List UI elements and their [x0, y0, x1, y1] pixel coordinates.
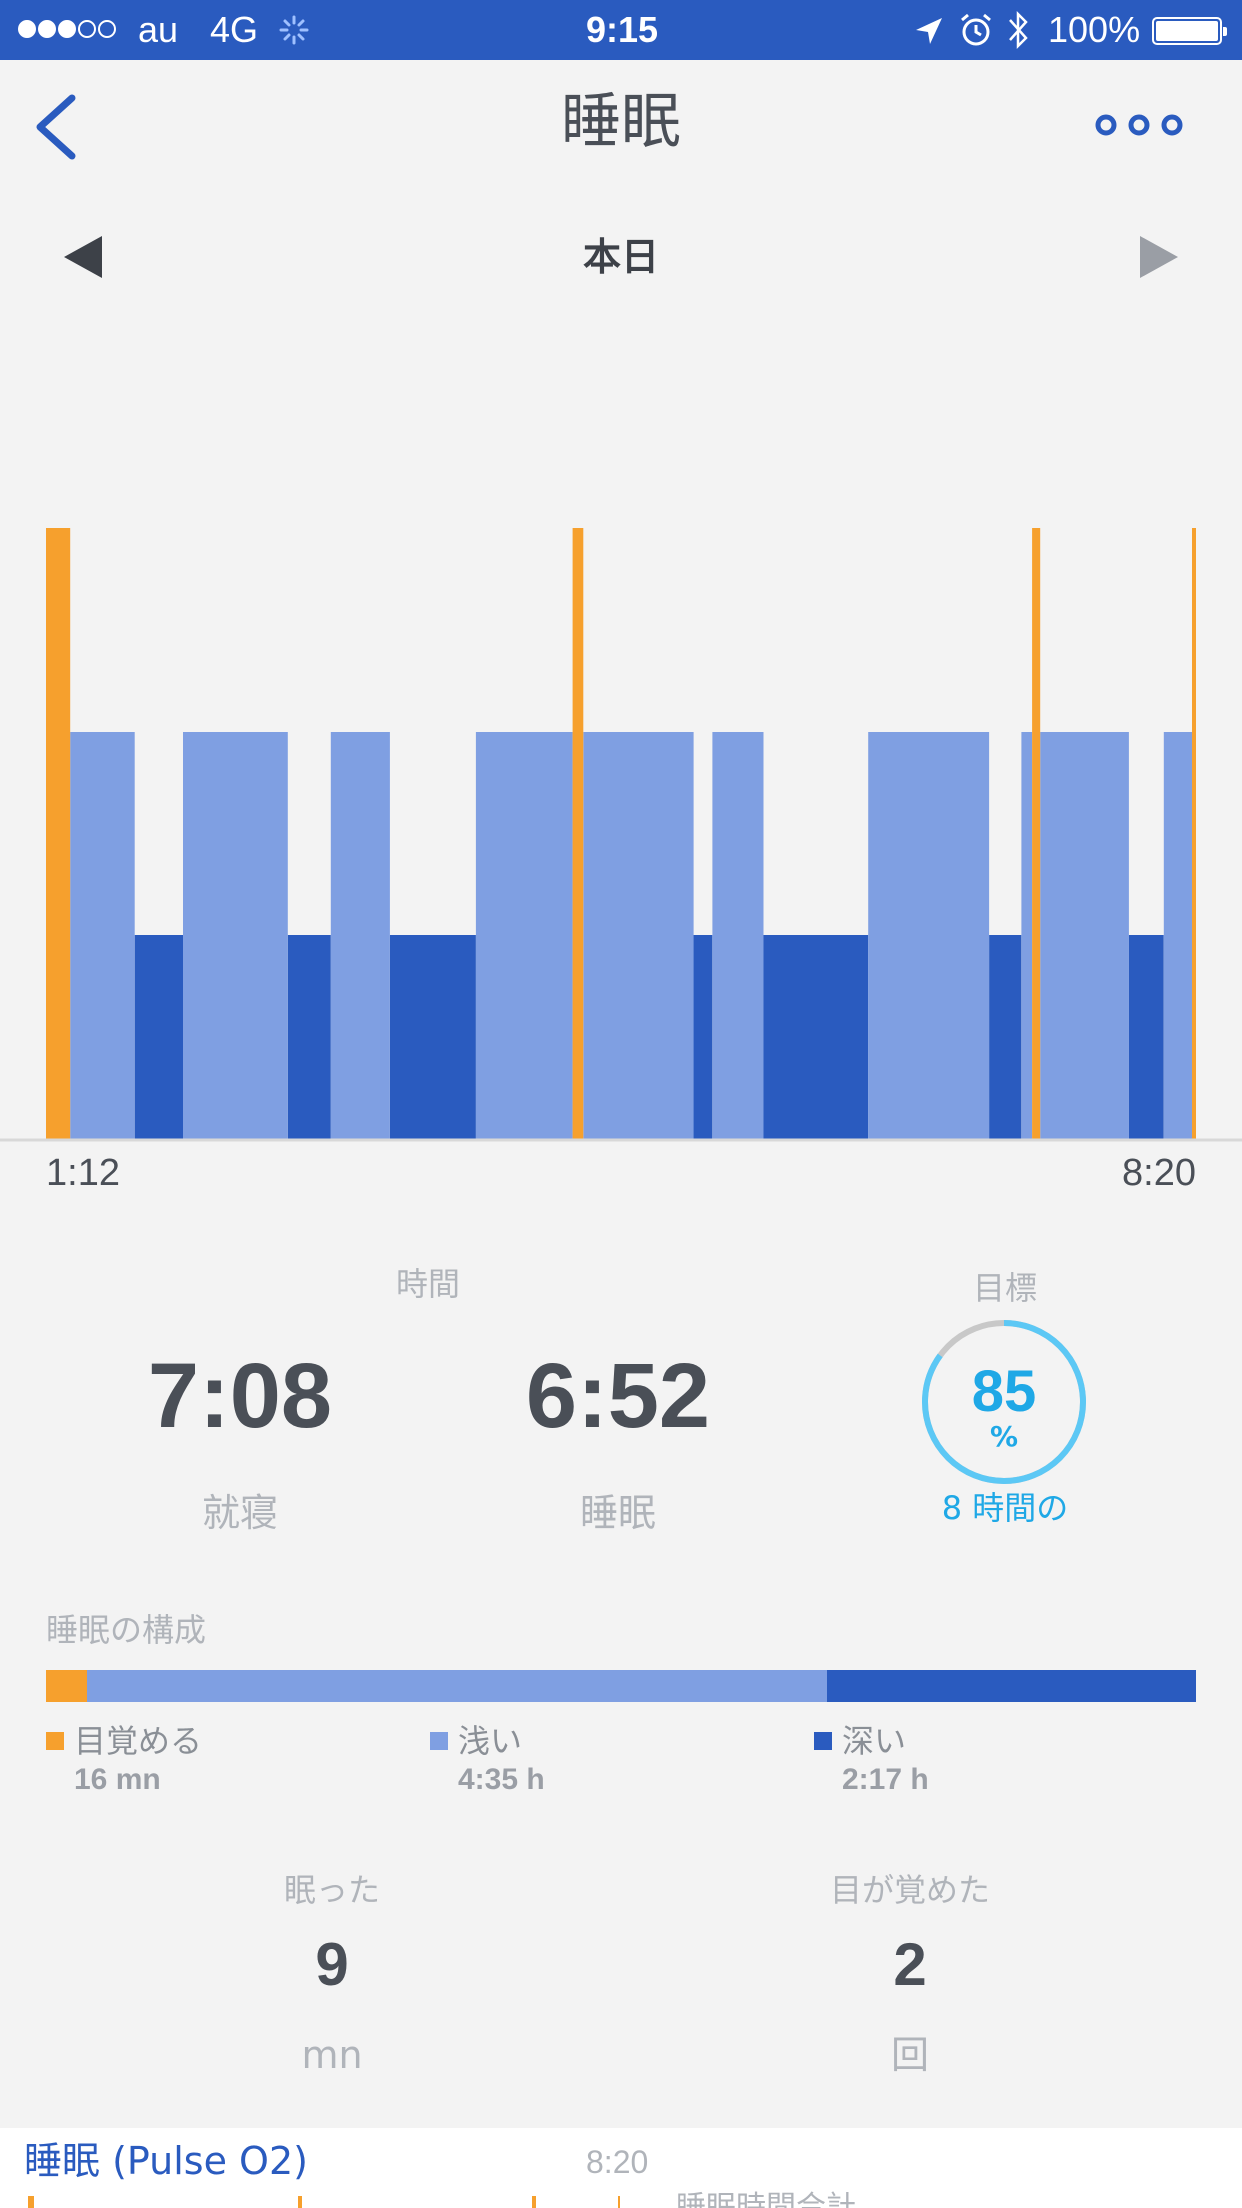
prev-day-triangle-icon[interactable] [62, 234, 104, 280]
sleep-segment-light [868, 732, 990, 1140]
card-mini-awake-mark [298, 2196, 302, 2208]
signal-dot [18, 20, 36, 38]
sleep-segment-deep [287, 935, 331, 1140]
sleep-segment-deep [989, 935, 1022, 1140]
goal-progress-ring [922, 1320, 1086, 1484]
card-mini-awake-mark [28, 2196, 34, 2208]
location-arrow-icon [916, 18, 942, 44]
goal-percent-unit: % [989, 1420, 1019, 1453]
legend-deep-value: 2:17 h [842, 1763, 929, 1796]
sleep-segment-light [183, 732, 288, 1140]
sleep-segment-light [712, 732, 764, 1140]
sleep-segment-awake [1032, 528, 1041, 1140]
card-time: 8:20 [586, 2144, 649, 2180]
battery-icon [1152, 17, 1227, 45]
back-chevron-icon[interactable] [30, 92, 80, 162]
status-time: 9:15 [586, 9, 659, 50]
battery-percent: 100% [1048, 9, 1141, 50]
legend-light-value: 4:35 h [458, 1763, 545, 1796]
sleep-segment-deep [134, 935, 184, 1140]
legend-deep-name: 深い [842, 1722, 907, 1760]
pulse-o2-sleep-card[interactable]: 睡眠 (Pulse O2) 8:20 睡眠時間合計 [0, 2128, 1242, 2208]
sleep-segment-light [475, 732, 573, 1140]
alarm-icon [961, 13, 991, 46]
legend-awake-swatch [46, 1732, 64, 1750]
sleep-value: 6:52 [525, 1345, 711, 1447]
signal-dot [38, 20, 56, 38]
composition-title: 睡眠の構成 [46, 1611, 207, 1649]
goal-heading: 目標 [972, 1269, 1037, 1307]
signal-dot [78, 20, 96, 38]
composition-deep-segment [826, 1670, 1196, 1702]
sleep-segment-awake [572, 528, 584, 1140]
sleep-segment-light [1163, 732, 1194, 1140]
sleep-segment-light [1021, 732, 1033, 1140]
legend-awake-value: 16 mn [74, 1763, 161, 1796]
fell-asleep-unit: mn [301, 2033, 363, 2077]
card-mini-awake-mark [532, 2196, 536, 2208]
sleep-label: 睡眠 [579, 1491, 656, 1535]
legend-deep-swatch [814, 1732, 832, 1750]
bluetooth-icon [1009, 10, 1028, 50]
composition-light-segment [87, 1670, 827, 1702]
chart-start-tick: 1:12 [46, 1152, 120, 1194]
goal-percent-value: 85 [971, 1359, 1037, 1424]
card-title: 睡眠 (Pulse O2) [24, 2139, 308, 2183]
chart-end-tick: 8:20 [1122, 1152, 1196, 1194]
fell-asleep-value: 9 [315, 1931, 349, 1998]
legend-light-swatch [430, 1732, 448, 1750]
sleep-segment-deep [1128, 935, 1164, 1140]
woke-up-label: 目が覚めた [829, 1871, 990, 1909]
woke-up-value: 2 [893, 1931, 927, 1998]
carrier-label: au [138, 9, 179, 50]
card-total-sleep-label: 睡眠時間合計 [676, 2190, 856, 2208]
bedtime-value: 7:08 [147, 1345, 333, 1447]
time-heading: 時間 [395, 1265, 460, 1303]
activity-spinner-icon [279, 15, 309, 45]
card-mini-awake-mark [618, 2196, 620, 2208]
sleep-hypnogram-chart [0, 528, 1242, 1142]
sleep-segment-deep [389, 935, 476, 1140]
sleep-segment-light [583, 732, 694, 1140]
sleep-segment-light [70, 732, 135, 1140]
sleep-segment-light [1040, 732, 1129, 1140]
page-title: 睡眠 [561, 87, 681, 157]
signal-dot [98, 20, 116, 38]
woke-up-unit: 回 [890, 2033, 929, 2077]
signal-dot [58, 20, 76, 38]
bedtime-label: 就寝 [201, 1491, 278, 1535]
sleep-segment-awake [1192, 528, 1196, 1140]
date-label: 本日 [582, 235, 659, 279]
legend-awake-name: 目覚める [74, 1722, 203, 1760]
more-dots-icon[interactable] [1094, 110, 1184, 140]
fell-asleep-label: 眠った [283, 1871, 380, 1909]
sleep-segment-deep [763, 935, 869, 1140]
network-label: 4G [210, 9, 259, 50]
sleep-segment-awake [46, 528, 71, 1140]
status-bar: au 4G 9:15 100% [0, 0, 1242, 60]
next-day-triangle-icon[interactable] [1138, 234, 1180, 280]
legend-light-name: 浅い [458, 1722, 523, 1760]
sleep-segment-deep [693, 935, 713, 1140]
composition-awake-segment [46, 1670, 88, 1702]
composition-bar [46, 1670, 1196, 1702]
sleep-segment-light [330, 732, 390, 1140]
goal-caption: 8 時間の [941, 1489, 1069, 1527]
